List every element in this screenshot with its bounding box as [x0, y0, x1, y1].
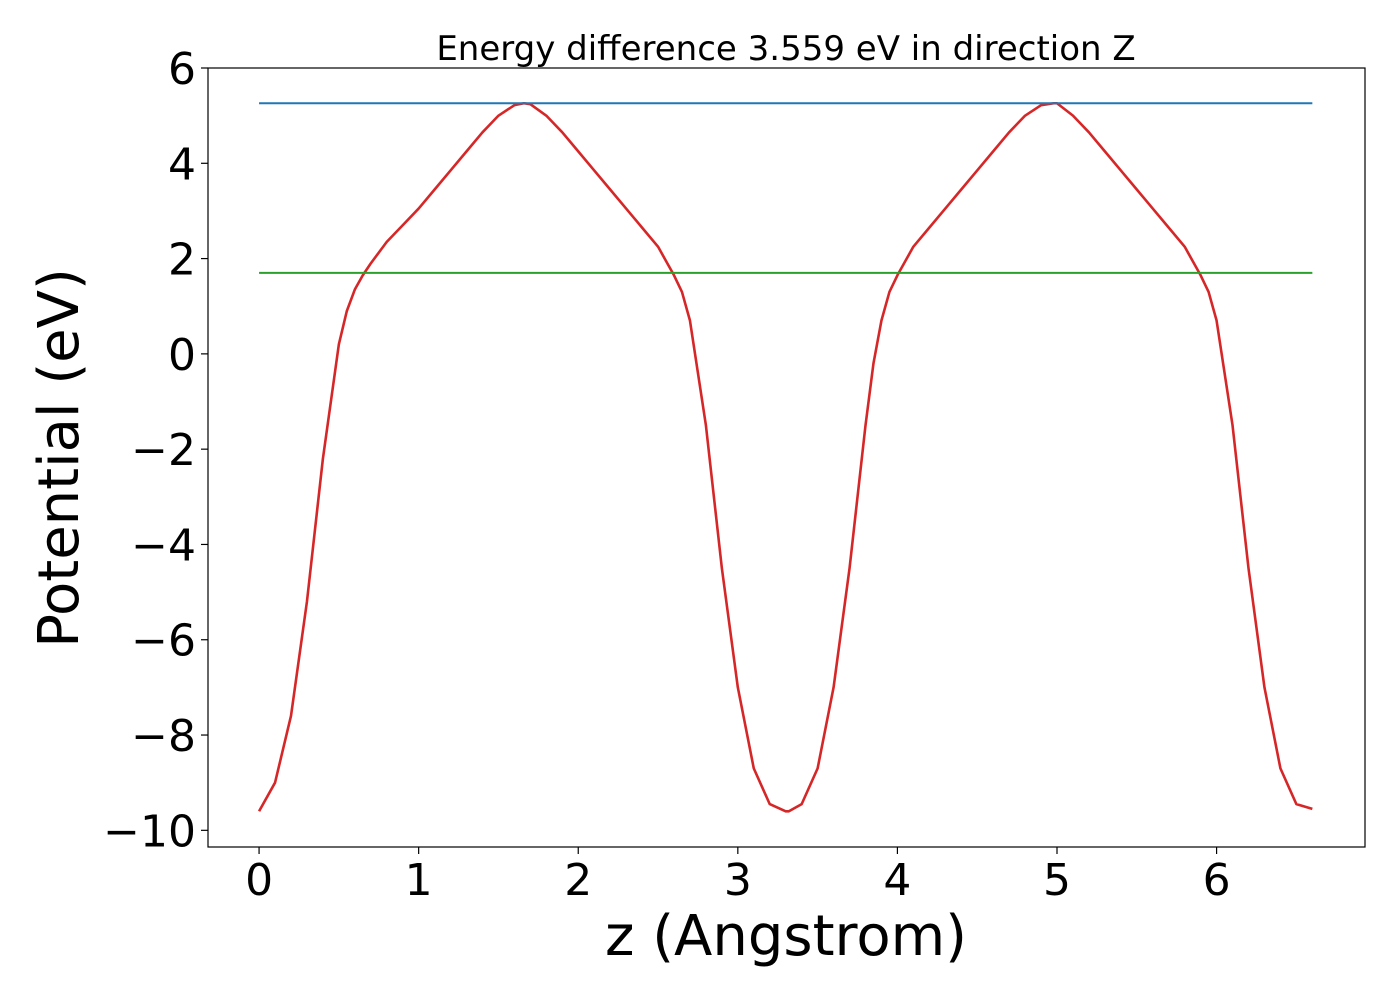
y-tick-label: 6 — [168, 44, 196, 95]
x-axis-label: z (Angstrom) — [605, 904, 967, 969]
y-tick-label: 4 — [168, 139, 196, 190]
x-tick-label: 2 — [564, 855, 592, 906]
y-tick-label: −8 — [131, 711, 196, 762]
y-tick-label: −2 — [131, 425, 196, 476]
x-tick-label: 6 — [1203, 855, 1231, 906]
x-tick-label: 4 — [883, 855, 911, 906]
y-tick-label: 0 — [168, 330, 196, 381]
plot-frame — [207, 67, 1366, 848]
x-tick-label: 1 — [405, 855, 433, 906]
y-tick-label: −4 — [131, 520, 196, 571]
x-tick-label: 0 — [245, 855, 273, 906]
x-tick-label: 3 — [724, 855, 752, 906]
x-tick-label: 5 — [1043, 855, 1071, 906]
y-tick-label: −10 — [103, 806, 196, 857]
y-tick-label: −6 — [131, 616, 196, 667]
y-axis-label: Potential (eV) — [27, 268, 92, 648]
series-line-0 — [257, 101, 1313, 813]
y-tick-label: 2 — [168, 235, 196, 286]
chart-title: Energy difference 3.559 eV in direction … — [436, 29, 1135, 69]
